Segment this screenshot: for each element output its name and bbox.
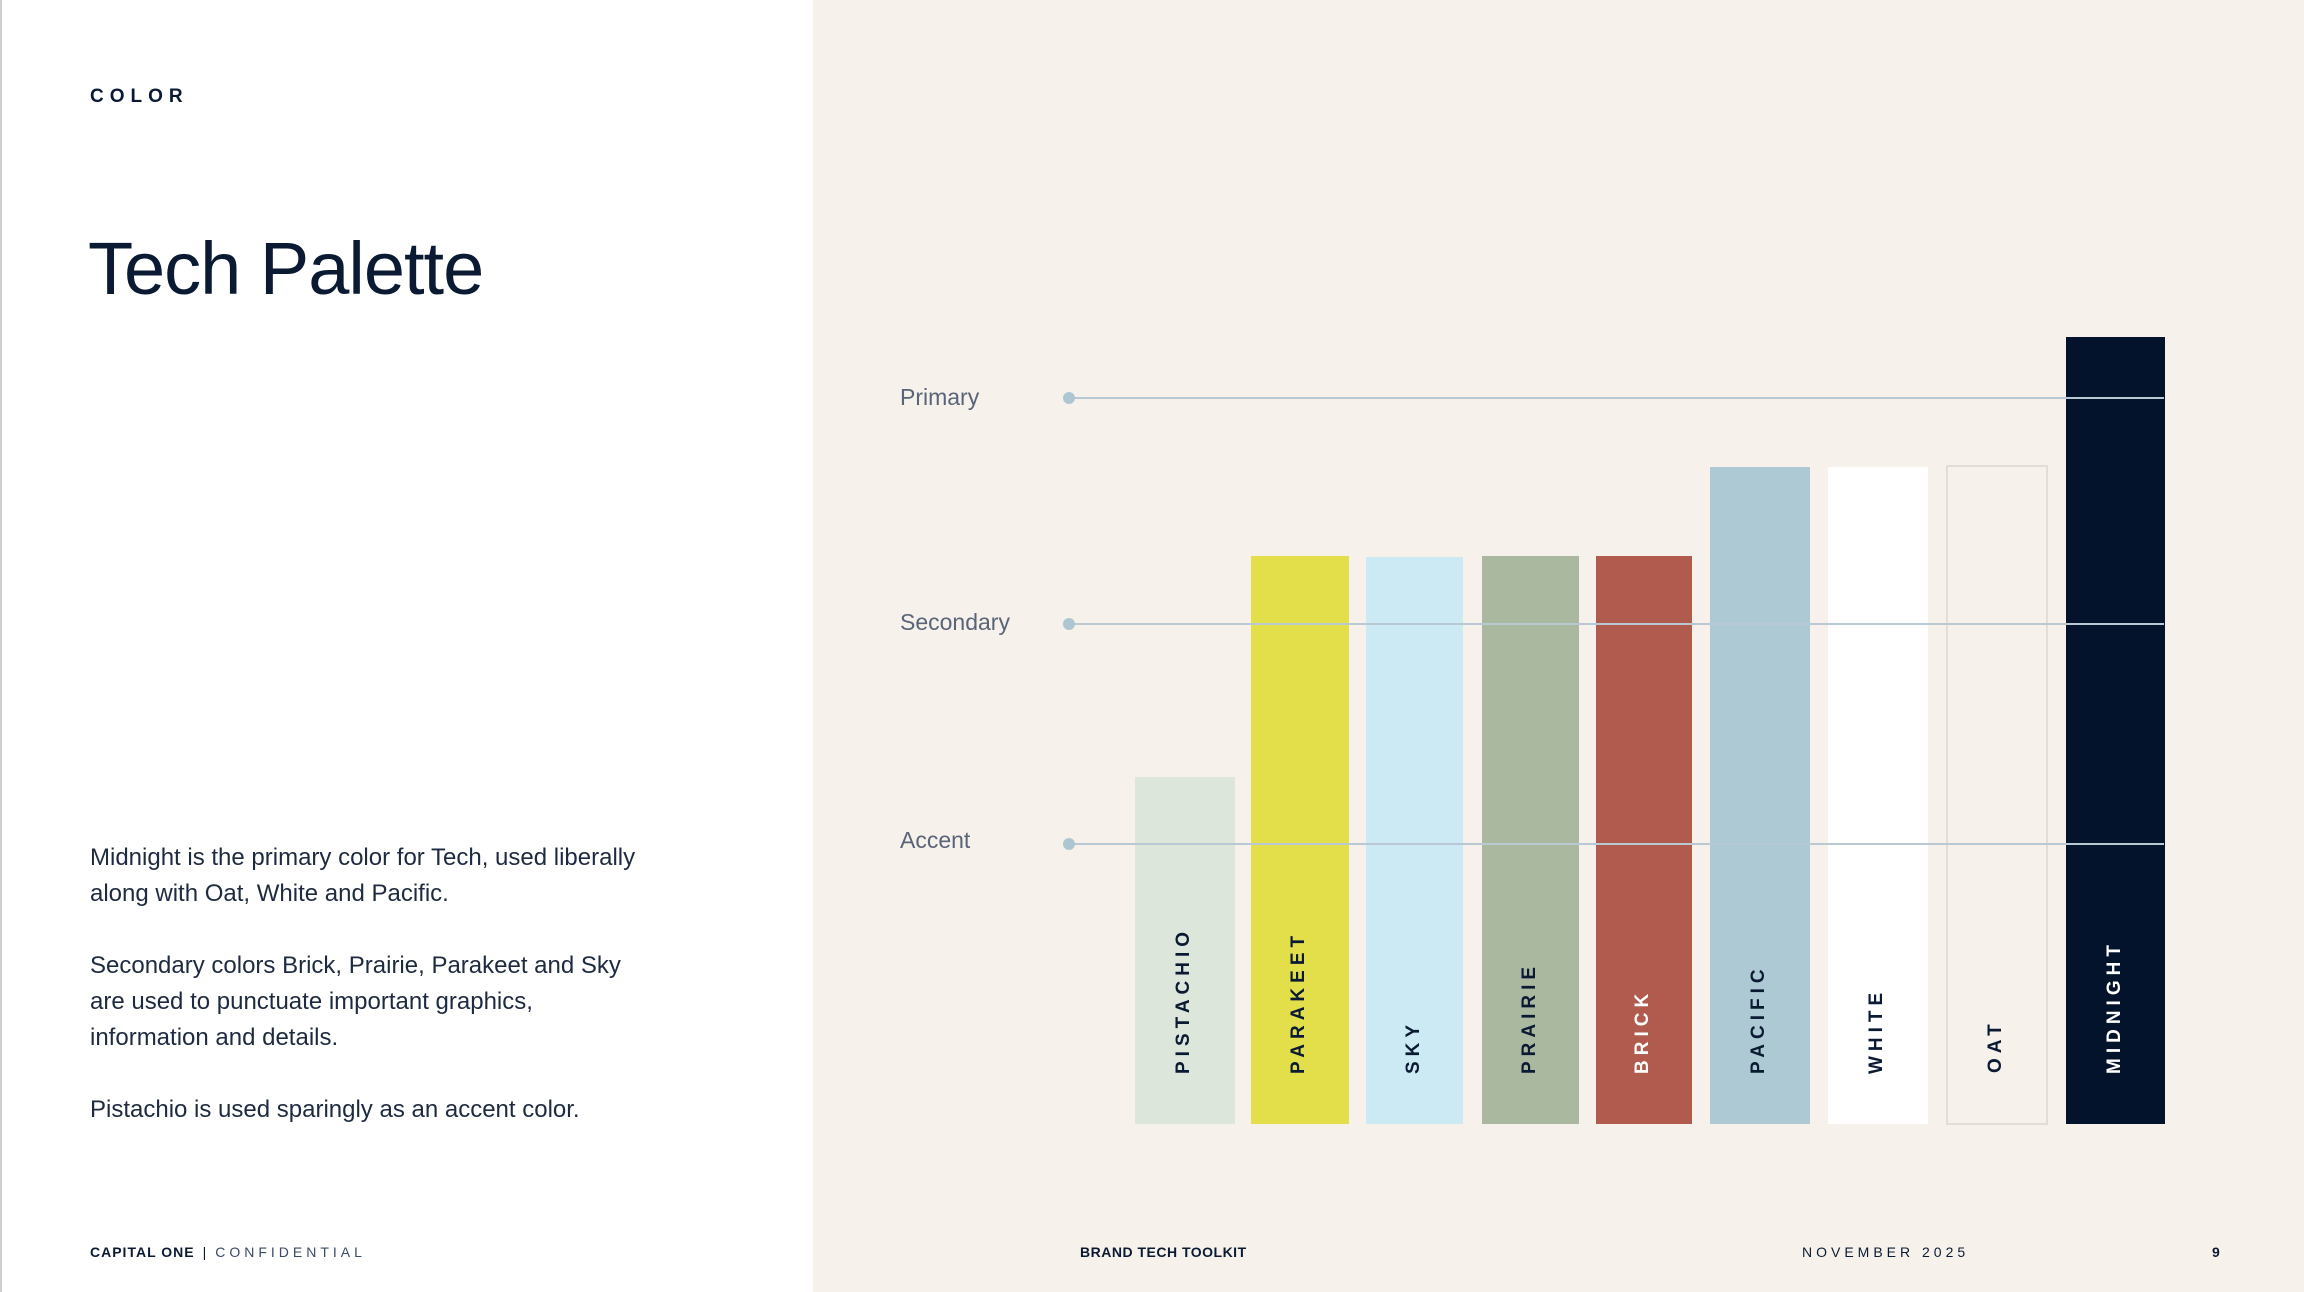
level-dot-primary	[1063, 392, 1075, 404]
swatch-label: WHITE	[1866, 987, 1887, 1074]
swatch-label: PRAIRIE	[1518, 961, 1540, 1074]
swatch-label: PISTACHIO	[1173, 926, 1194, 1074]
swatch-label: PACIFIC	[1748, 964, 1769, 1074]
footer-separator: |	[202, 1244, 208, 1260]
swatch-label: PARAKEET	[1288, 930, 1309, 1074]
confidential-label: CONFIDENTIAL	[215, 1244, 366, 1260]
body-text: Midnight is the primary color for Tech, …	[90, 840, 650, 1164]
page-title: Tech Palette	[88, 227, 484, 310]
level-dot-accent	[1063, 838, 1075, 850]
page-number: 9	[2212, 1244, 2220, 1260]
left-panel: COLOR Tech Palette Midnight is the prima…	[0, 0, 813, 1292]
footer-brand: CAPITAL ONE | CONFIDENTIAL	[90, 1244, 366, 1260]
swatch-white: WHITE	[1828, 467, 1928, 1124]
body-paragraph-accent: Pistachio is used sparingly as an accent…	[90, 1096, 580, 1123]
swatch-pistachio: PISTACHIO	[1135, 777, 1235, 1124]
swatch-label: MIDNIGHT	[2103, 940, 2125, 1074]
level-dot-secondary	[1063, 618, 1075, 630]
body-paragraph-primary: Midnight is the primary color for Tech, …	[90, 844, 636, 907]
body-paragraph-secondary: Secondary colors Brick, Prairie, Parakee…	[90, 952, 621, 1051]
footer-toolkit: BRAND TECH TOOLKIT	[1080, 1244, 1247, 1260]
section-label: COLOR	[90, 86, 189, 107]
level-label-accent: Accent	[900, 827, 971, 853]
level-line-accent	[1063, 838, 2164, 850]
swatch-label: OAT	[1985, 1019, 2006, 1073]
level-line-primary	[1063, 392, 2164, 404]
swatch-pacific: PACIFIC	[1710, 467, 1810, 1124]
swatch-brick: BRICK	[1596, 556, 1692, 1124]
brand-name: CAPITAL ONE	[90, 1244, 195, 1260]
level-line-secondary	[1063, 618, 2164, 630]
swatch-oat: OAT	[1946, 465, 2048, 1125]
swatch-label: BRICK	[1632, 988, 1653, 1074]
footer-date: NOVEMBER 2025	[1802, 1244, 1970, 1260]
level-label-secondary: Secondary	[900, 609, 1010, 635]
swatch-prairie: PRAIRIE	[1482, 556, 1579, 1124]
swatch-midnight: MIDNIGHT	[2066, 337, 2165, 1124]
swatch-parakeet: PARAKEET	[1251, 556, 1349, 1124]
swatch-sky: SKY	[1366, 557, 1463, 1124]
level-label-primary: Primary	[900, 384, 980, 410]
swatch-label: SKY	[1402, 1019, 1424, 1074]
